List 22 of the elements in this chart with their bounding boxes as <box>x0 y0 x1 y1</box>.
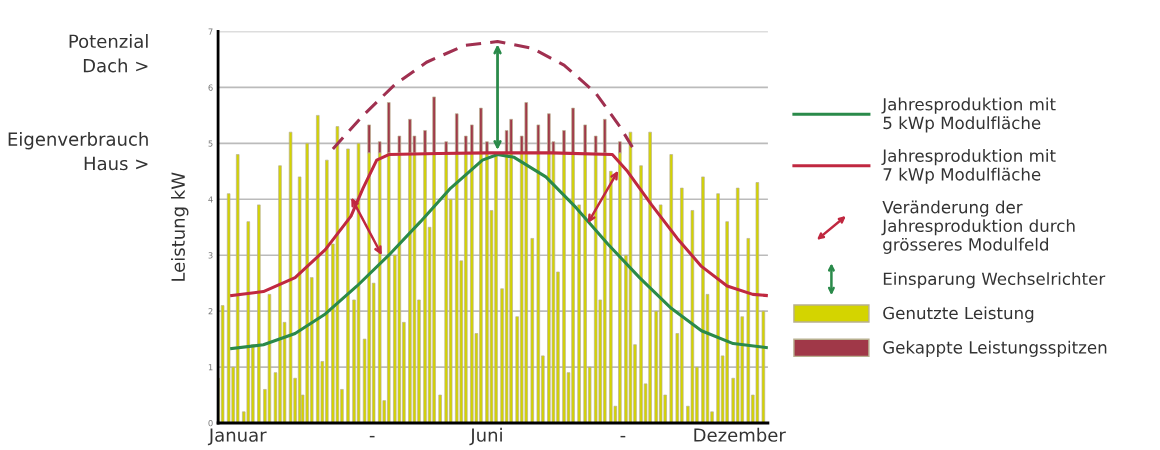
y-tick-label: 2 <box>208 308 213 315</box>
x-tick-label: Juni <box>469 427 502 446</box>
text: Einsparung Wechselrichter <box>883 272 1106 289</box>
y-tick-label: 3 <box>208 252 213 259</box>
legend-label: Gekappte Leistungsspitzen <box>883 340 1107 357</box>
y-axis-title: Leistung kW <box>171 172 189 281</box>
y-tick-label: 6 <box>208 84 213 91</box>
y-tick-label: 0 <box>208 419 213 427</box>
legend-label: Genutzte Leistung <box>883 306 1034 323</box>
y-tick-label: 7 <box>208 28 213 35</box>
x-tick-label: Dezember <box>694 427 786 442</box>
x-tick-label: - <box>369 435 375 438</box>
y-tick-label: 5 <box>208 140 213 147</box>
y-tick-label: 1 <box>208 364 213 371</box>
y-tick-label: 4 <box>208 196 213 203</box>
text: Veränderung der Jahresproduktion durch grösseres Modulfeld <box>881 200 1075 254</box>
text: Potenzial Dach > <box>69 34 148 73</box>
text: Eigenverbrauch Haus > <box>8 131 148 171</box>
legend-label: Jahresproduktion mit 5 kWp Modulfläche <box>881 97 1056 133</box>
legend-label: Jahresproduktion mit 7 kWp Modulfläche <box>881 149 1056 184</box>
x-tick-label: - <box>620 435 626 438</box>
x-tick-label: Januar <box>207 428 267 446</box>
